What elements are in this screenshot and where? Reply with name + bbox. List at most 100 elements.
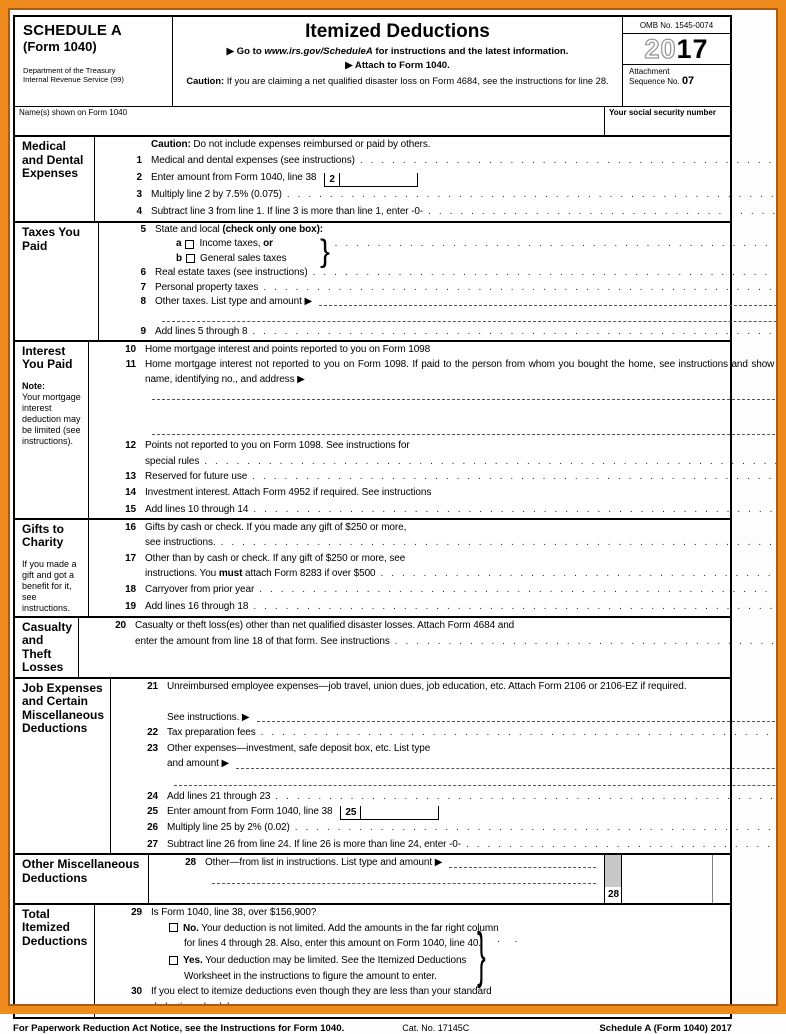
line23-type-amount-field-2[interactable] xyxy=(174,785,786,786)
line28-cents-field[interactable] xyxy=(712,887,730,903)
row-caution: Caution: Do not include expenses reimbur… xyxy=(95,137,786,153)
shaded-strip xyxy=(604,855,622,871)
dot-leader xyxy=(319,237,786,251)
row-line28-box: 28 xyxy=(149,887,730,903)
line25-embedded-box: 25 xyxy=(340,806,439,820)
line23-type-amount-field[interactable] xyxy=(236,768,786,769)
name-row: Name(s) shown on Form 1040 Your social s… xyxy=(15,107,730,137)
row-line23-writein: and amount ▶ xyxy=(111,756,786,772)
line28-dollars-field[interactable] xyxy=(622,855,712,871)
attach-instruction: ▶ Attach to Form 1040. xyxy=(173,60,622,71)
general-sales-taxes-checkbox[interactable] xyxy=(186,254,195,263)
section-label-job: Job Expenses and Certain Miscellaneous D… xyxy=(15,679,111,854)
dot-leader xyxy=(258,281,786,295)
row-line11-text: 11 Home mortgage interest not reported t… xyxy=(89,357,786,421)
section-label-other: Other Miscellaneous Deductions xyxy=(15,855,149,903)
row-line13: 13 Reserved for future use 13 xyxy=(89,469,786,485)
arrow-goto-text: ▶ Go to xyxy=(227,46,265,57)
dot-leader xyxy=(390,634,786,650)
year-bold: 17 xyxy=(677,34,709,64)
row-line29-no2: for lines 4 through 28. Also, enter this… xyxy=(95,936,786,953)
row-line26: 26 Multiply line 25 by 2% (0.02) 26 xyxy=(111,820,786,837)
line28-cents-field[interactable] xyxy=(712,871,730,887)
line28-type-amount-field[interactable] xyxy=(449,867,596,868)
row-line10: 10 Home mortgage interest and points rep… xyxy=(89,342,786,358)
section-total: Total Itemized Deductions } 29 Is Form 1… xyxy=(15,905,730,1017)
attachment-word: Attachment xyxy=(629,67,669,76)
sequence-number: 07 xyxy=(682,75,694,87)
dot-leader xyxy=(199,454,786,470)
row-line25: 25 Enter amount from Form 1040, line 38 … xyxy=(111,804,786,820)
row-line12-box: special rules 12 xyxy=(89,454,786,470)
gifts-side-note: If you made a gift and got a benefit for… xyxy=(22,559,82,614)
paperwork-notice: For Paperwork Reduction Act Notice, see … xyxy=(13,1023,344,1034)
income-taxes-checkbox[interactable] xyxy=(185,240,194,249)
name-field[interactable]: Name(s) shown on Form 1040 xyxy=(15,107,604,135)
row-line17-box: instructions. You must attach Form 8283 … xyxy=(89,566,786,582)
line25-form1040-amount-field[interactable] xyxy=(361,806,439,820)
row-line14: 14 Investment interest. Attach Form 4952… xyxy=(89,485,786,502)
row-line19: 19 Add lines 16 through 18 19 xyxy=(89,599,786,615)
row-line23-box: 23 xyxy=(111,772,786,789)
caution-text: If you are claiming a net qualified disa… xyxy=(224,76,608,86)
line28-dollars-field[interactable] xyxy=(622,887,712,903)
row-line29-question: 29 Is Form 1040, line 38, over $156,900? xyxy=(95,905,786,921)
note-text: Your mortgage interest deduction may be … xyxy=(22,392,81,446)
line28-cents-field[interactable] xyxy=(712,855,730,871)
ssn-field-label: Your social security number xyxy=(609,108,716,117)
deduction-may-be-limited-checkbox[interactable] xyxy=(169,956,178,965)
section-label-taxes: Taxes You Paid xyxy=(15,223,99,340)
row-line15: 15 Add lines 10 through 14 15 xyxy=(89,502,786,518)
row-line29-no1: No. Your deduction is not limited. Add t… xyxy=(95,921,786,937)
dept-line1: Department of the Treasury xyxy=(23,66,167,75)
line2-embedded-box: 2 xyxy=(324,173,417,187)
dot-leader xyxy=(256,725,786,741)
line8-type-amount-field[interactable] xyxy=(319,305,786,306)
row-line27: 27 Subtract line 26 from line 24. If lin… xyxy=(111,837,786,853)
line28-type-amount-field-2[interactable] xyxy=(212,883,596,884)
line28-dollars-field[interactable] xyxy=(622,871,712,887)
dot-leader xyxy=(290,820,786,837)
header-center: Itemized Deductions ▶ Go to www.irs.gov/… xyxy=(173,17,622,106)
line11-name-address-field-2[interactable] xyxy=(152,434,786,435)
dot-leader xyxy=(461,837,786,853)
section-interest: Interest You Paid Note:Your mortgage int… xyxy=(15,342,730,520)
caution-word: Caution: xyxy=(186,76,224,86)
dot-leader xyxy=(282,187,786,204)
row-line28-writein xyxy=(149,871,730,887)
section-label-total: Total Itemized Deductions xyxy=(15,905,95,1017)
row-line21-text: 21 Unreimbursed employee expenses—job tr… xyxy=(111,679,786,710)
section-label-medical: Medical and Dental Expenses xyxy=(15,137,95,221)
header-left: SCHEDULE A (Form 1040) Department of the… xyxy=(15,17,173,106)
sequence-word: Sequence No. xyxy=(629,77,680,86)
section-casualty: Casualty and Theft Losses 20 Casualty or… xyxy=(15,618,730,679)
line2-form1040-amount-field[interactable] xyxy=(340,173,418,187)
dot-leader xyxy=(254,582,786,599)
row-line30-check: deduction, check here▶ xyxy=(95,1000,786,1017)
line25-box-label: 25 xyxy=(340,806,361,820)
section-label-interest: Interest You Paid Note:Your mortgage int… xyxy=(15,342,89,518)
ssn-field[interactable]: Your social security number xyxy=(604,107,730,135)
row-line21-box: See instructions. ▶ 21 xyxy=(111,710,786,726)
row-line3: 3 Multiply line 2 by 7.5% (0.075) 3 xyxy=(95,187,786,204)
line8-type-amount-field-2[interactable] xyxy=(162,321,786,322)
line21-writein-field[interactable] xyxy=(257,721,786,722)
name-field-label: Name(s) shown on Form 1040 xyxy=(19,108,127,117)
line11-name-address-field[interactable] xyxy=(152,391,786,400)
row-line28-text: 28 Other—from list in instructions. List… xyxy=(149,855,730,871)
dot-leader xyxy=(270,789,786,805)
caution-word: Caution: xyxy=(151,139,191,150)
row-line7: 7 Personal property taxes 7 xyxy=(99,281,786,295)
row-line11-box: 11 xyxy=(89,421,786,438)
deduction-not-limited-checkbox[interactable] xyxy=(169,923,178,932)
shaded-strip xyxy=(604,871,622,887)
row-line4: 4 Subtract line 3 from line 1. If line 3… xyxy=(95,204,786,221)
form-header: SCHEDULE A (Form 1040) Department of the… xyxy=(15,17,730,107)
row-line30-text: 30 If you elect to itemize deductions ev… xyxy=(95,984,786,1000)
section-job-expenses: Job Expenses and Certain Miscellaneous D… xyxy=(15,679,730,856)
section-other-misc: Other Miscellaneous Deductions 28 Other—… xyxy=(15,855,730,905)
row-line20-text: 20 Casualty or theft loss(es) other than… xyxy=(79,618,786,634)
row-line5: 5 State and local (check only one box): xyxy=(99,223,786,237)
row-line8b: 8 xyxy=(99,309,786,325)
